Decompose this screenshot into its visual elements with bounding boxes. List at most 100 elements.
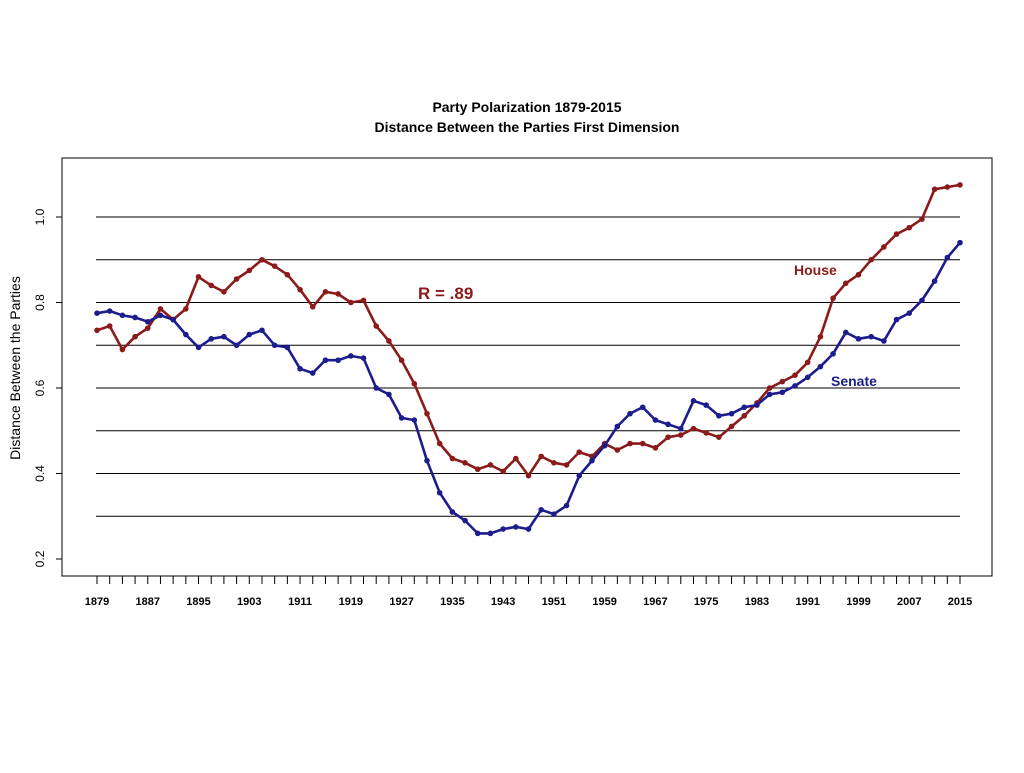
- house-point-1979: [728, 423, 735, 430]
- house-point-1903: [246, 267, 253, 274]
- senate-point-1991: [804, 374, 811, 381]
- house-point-2011: [931, 186, 938, 193]
- house-point-1961: [614, 447, 621, 453]
- house-point-1897: [208, 282, 215, 289]
- house-point-1981: [741, 412, 748, 419]
- x-tick-label-1879: 1879: [85, 596, 109, 608]
- senate-point-1883: [119, 312, 126, 319]
- house-point-1927: [398, 357, 405, 364]
- senate-point-1929: [411, 417, 418, 423]
- senate-point-1933: [436, 489, 443, 496]
- senate-point-1879: [94, 310, 100, 316]
- house-point-1915: [322, 289, 329, 295]
- house-point-1947: [525, 472, 532, 479]
- house-point-1955: [576, 449, 583, 455]
- senate-point-1885: [132, 314, 138, 321]
- senate-point-1937: [462, 517, 468, 524]
- senate-point-1993: [817, 363, 824, 370]
- house-point-1997: [842, 280, 849, 287]
- house-point-1965: [639, 440, 646, 447]
- correlation-label: R = .89: [418, 284, 473, 303]
- x-axis: 1879 1887 1895 1903 1911 1919 1927 1935 1943 1951…: [85, 576, 972, 608]
- senate-point-1955: [576, 472, 583, 479]
- chart-subtitle: Distance Between the Parties First Dimen…: [375, 119, 680, 135]
- senate-point-2015: [957, 239, 963, 246]
- x-tick-label-1951: 1951: [542, 596, 566, 608]
- senate-point-1951: [551, 511, 557, 517]
- senate-point-1965: [639, 404, 646, 411]
- house-point-1973: [690, 425, 697, 432]
- y-tick-label-0: 0.2: [33, 550, 47, 567]
- senate-point-2007: [906, 310, 913, 316]
- x-tick-label-2015: 2015: [948, 596, 972, 608]
- house-point-1907: [271, 263, 278, 269]
- x-tick-label-1999: 1999: [846, 596, 870, 608]
- senate-point-1957: [589, 457, 595, 464]
- plot-frame: [61, 157, 993, 577]
- house-point-1949: [538, 453, 544, 460]
- series-lines: [94, 182, 963, 537]
- x-tick-label-1983: 1983: [745, 596, 769, 608]
- house-point-1923: [373, 323, 380, 329]
- house-point-2003: [881, 244, 887, 250]
- senate-series: [94, 239, 963, 537]
- senate-point-1999: [855, 336, 862, 342]
- senate-point-1983: [754, 402, 760, 408]
- house-point-1919: [348, 299, 354, 306]
- senate-point-1897: [208, 336, 215, 342]
- house-point-1953: [563, 462, 570, 468]
- house-point-1991: [804, 359, 811, 366]
- senate-point-1981: [741, 404, 748, 411]
- house-point-1899: [221, 289, 227, 295]
- house-point-1901: [233, 276, 240, 282]
- chart-title: Party Polarization 1879-2015: [432, 99, 621, 115]
- house-point-1935: [449, 455, 456, 462]
- x-tick-label-1943: 1943: [491, 596, 515, 608]
- house-point-1913: [309, 303, 316, 310]
- senate-point-1953: [563, 502, 570, 509]
- senate-point-2005: [893, 316, 900, 323]
- senate-point-1967: [652, 417, 659, 423]
- senate-point-1971: [677, 425, 684, 432]
- senate-point-1945: [513, 524, 519, 530]
- senate-point-1985: [766, 391, 773, 398]
- x-tick-label-1935: 1935: [440, 596, 464, 608]
- senate-point-1989: [792, 383, 798, 389]
- senate-point-1947: [525, 526, 532, 532]
- house-point-2005: [893, 231, 900, 237]
- house-point-1889: [157, 306, 164, 312]
- house-point-1887: [144, 325, 151, 331]
- senate-series-label: Senate: [831, 373, 877, 389]
- house-point-1971: [677, 432, 684, 438]
- house-line: [96, 183, 961, 477]
- senate-point-1939: [474, 530, 481, 537]
- house-point-1999: [855, 271, 862, 278]
- senate-point-1977: [716, 412, 722, 419]
- house-point-2015: [957, 182, 963, 188]
- house-point-1933: [436, 440, 443, 447]
- house-point-1951: [551, 460, 557, 466]
- senate-point-1931: [424, 457, 430, 464]
- x-tick-label-2007: 2007: [897, 596, 921, 608]
- house-point-1945: [513, 455, 519, 462]
- senate-point-1919: [348, 353, 354, 359]
- senate-point-1925: [386, 391, 392, 398]
- x-tick-label-1991: 1991: [795, 596, 819, 608]
- senate-point-1995: [830, 351, 836, 357]
- senate-point-1881: [106, 308, 113, 314]
- house-point-1937: [462, 460, 468, 466]
- house-point-2007: [906, 224, 913, 231]
- senate-point-1975: [703, 402, 709, 408]
- house-point-1929: [411, 380, 418, 387]
- house-point-1885: [132, 333, 138, 340]
- senate-point-1903: [246, 331, 253, 338]
- house-series: [94, 182, 963, 479]
- house-point-1975: [703, 430, 709, 436]
- house-point-1969: [665, 434, 671, 440]
- y-tick-label-3: 0.8: [33, 294, 47, 311]
- senate-point-1921: [360, 355, 367, 361]
- house-point-1989: [792, 372, 798, 378]
- senate-point-1913: [309, 370, 316, 376]
